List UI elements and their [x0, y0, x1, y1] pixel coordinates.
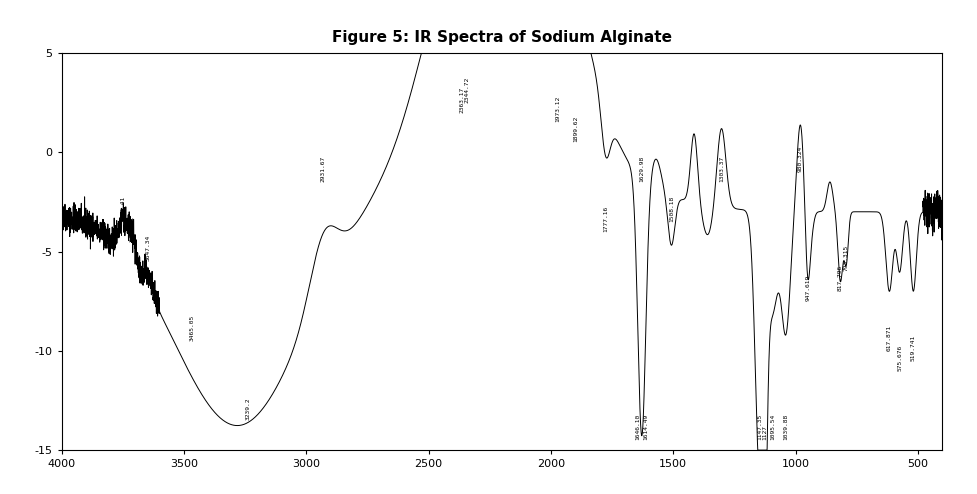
- Text: 3749.41: 3749.41: [120, 196, 125, 222]
- Text: 519.741: 519.741: [911, 334, 915, 361]
- Text: 617.871: 617.871: [887, 325, 892, 351]
- Text: 1973.12: 1973.12: [555, 96, 560, 123]
- Text: 947.619: 947.619: [806, 275, 811, 301]
- Text: 3239.2: 3239.2: [245, 398, 250, 420]
- Text: 3710.31: 3710.31: [130, 215, 135, 242]
- Text: 980.324: 980.324: [798, 146, 803, 172]
- Text: 817.796: 817.796: [838, 265, 843, 291]
- Text: 1629.98: 1629.98: [639, 156, 644, 182]
- Text: 1095.54: 1095.54: [770, 414, 775, 440]
- Text: 2363.17: 2363.17: [459, 86, 465, 113]
- Text: 1646.10: 1646.10: [635, 414, 640, 440]
- Text: 1614.49: 1614.49: [643, 414, 648, 440]
- Text: 1303.37: 1303.37: [719, 156, 724, 182]
- Text: 793.315: 793.315: [844, 245, 849, 271]
- Text: 2344.72: 2344.72: [464, 77, 469, 103]
- Title: Figure 5: IR Spectra of Sodium Alginate: Figure 5: IR Spectra of Sodium Alginate: [332, 30, 672, 45]
- Text: 1039.88: 1039.88: [784, 414, 788, 440]
- Text: 3647.34: 3647.34: [146, 235, 150, 261]
- Text: 1127: 1127: [762, 425, 767, 440]
- Text: 2931.67: 2931.67: [320, 156, 325, 182]
- Text: 1777.16: 1777.16: [603, 206, 608, 232]
- Text: 575.676: 575.676: [897, 344, 902, 370]
- Text: 1899.62: 1899.62: [573, 116, 578, 142]
- Text: 1147.35: 1147.35: [757, 414, 762, 440]
- Text: 3465.05: 3465.05: [190, 315, 195, 341]
- Text: 1508.18: 1508.18: [669, 196, 674, 222]
